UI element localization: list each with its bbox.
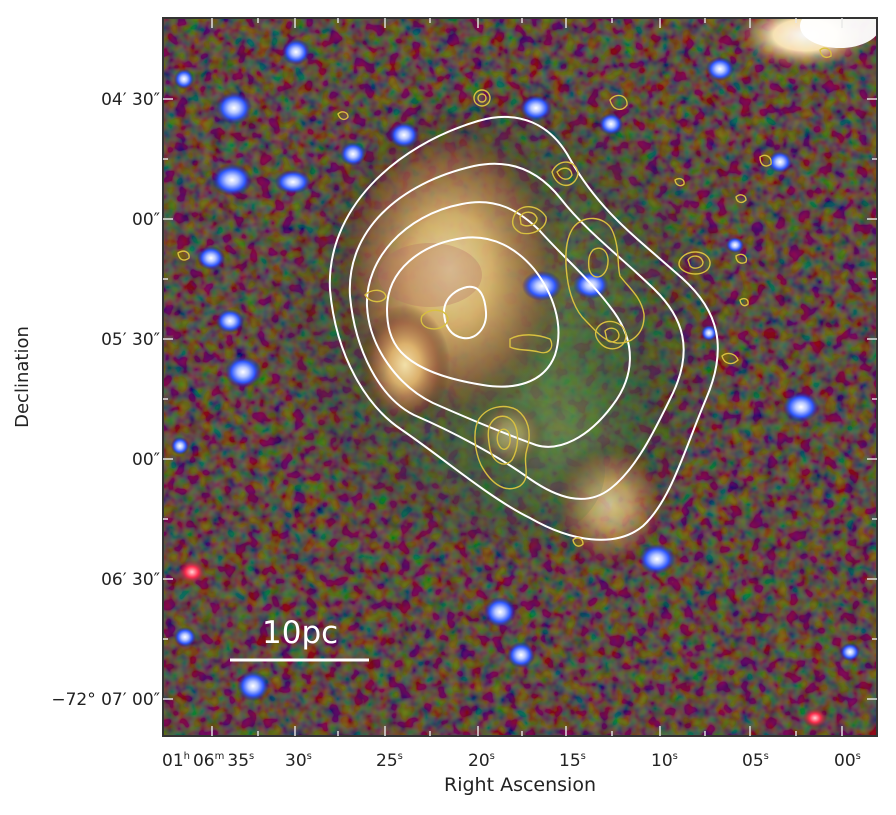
right-ascension-labels: 01h 06m 35s 30s 25s 20s 15s 10s 05s 00s [162,751,861,771]
ra-tick-2: 25s [376,751,403,771]
dec-tick-5: −72° 07′ 00″ [51,690,160,710]
declination-labels: 04′ 30″ 00″ 05′ 30″ 00″ 06′ 30″ −72° 07′… [51,90,160,710]
ra-tick-0: 01h 06m 35s [162,751,254,771]
y-axis-title: Declination [12,326,33,428]
ra-tick-5: 10s [651,751,678,771]
dec-tick-2: 05′ 30″ [101,330,160,350]
radio-contours [328,116,719,541]
x-axis-title: Right Ascension [444,774,596,796]
dec-tick-1: 00″ [132,210,160,230]
ra-tick-4: 15s [559,751,586,771]
dec-tick-4: 06′ 30″ [101,570,160,590]
scale-bar: 10pc [230,615,369,662]
panel-frame [162,17,878,737]
sky-image-panel: 10pc [163,18,877,736]
ra-tick-7: 00s [834,751,861,771]
ra-tick-1: 30s [285,751,312,771]
optical-contours [177,47,832,547]
scale-bar-label: 10pc [262,615,338,651]
tick-marks [163,18,877,736]
ra-tick-6: 05s [742,751,769,771]
dec-tick-3: 00″ [132,450,160,470]
ra-tick-3: 20s [468,751,495,771]
dec-tick-0: 04′ 30″ [101,90,160,110]
stars [171,39,860,728]
